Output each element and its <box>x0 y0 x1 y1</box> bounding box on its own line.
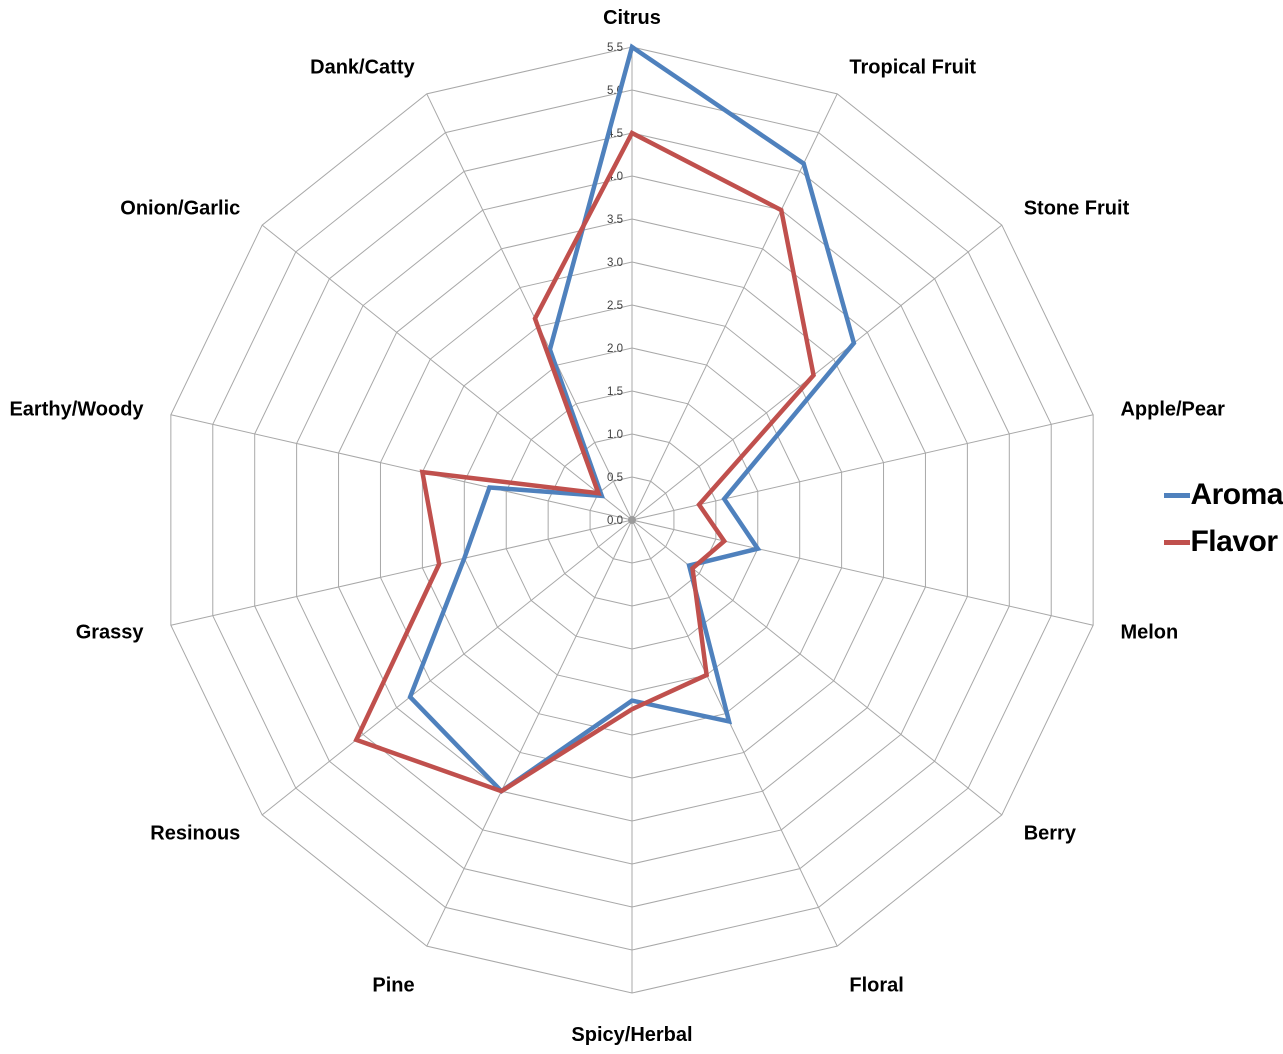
category-label-pine: Pine <box>372 974 414 996</box>
axis-spoke <box>261 519 633 816</box>
axis-spoke <box>261 224 633 521</box>
tick-label-3.0: 3.0 <box>607 257 623 269</box>
category-label-earthy-woody: Earthy/Woody <box>9 399 144 421</box>
category-label-stone-fruit: Stone Fruit <box>1024 198 1130 220</box>
axis-spoke <box>631 519 1094 626</box>
tick-label-2.0: 2.0 <box>607 343 623 355</box>
legend-label-aroma: Aroma <box>1190 478 1283 511</box>
category-label-resinous: Resinous <box>150 822 240 844</box>
axis-spoke <box>631 93 838 521</box>
axis-spoke <box>426 519 633 947</box>
series-flavor-polygon <box>353 129 816 794</box>
tick-label-1.0: 1.0 <box>607 429 623 441</box>
series-aroma-polygon <box>407 43 857 795</box>
category-label-citrus: Citrus <box>603 7 661 29</box>
category-label-apple-pear: Apple/Pear <box>1120 399 1225 421</box>
legend-label-flavor: Flavor <box>1190 525 1278 558</box>
category-label-floral: Floral <box>849 974 903 996</box>
tick-label-2.5: 2.5 <box>607 300 623 312</box>
category-label-onion-garlic: Onion/Garlic <box>120 198 240 220</box>
axis-spoke <box>631 519 838 947</box>
legend-item-flavor: Flavor <box>1164 524 1283 560</box>
tick-label-0.0: 0.0 <box>607 515 623 527</box>
legend-marker-aroma-line <box>1164 492 1191 498</box>
tick-label-3.5: 3.5 <box>607 214 623 226</box>
axis-spoke <box>170 414 633 521</box>
category-label-spicy-herbal: Spicy/Herbal <box>571 1024 692 1046</box>
axis-spoke <box>631 224 1003 521</box>
category-label-grassy: Grassy <box>76 621 145 643</box>
axis-spoke <box>426 93 633 521</box>
category-label-tropical-fruit: Tropical Fruit <box>849 57 976 79</box>
axis-spoke <box>631 414 1094 521</box>
tick-label-0.5: 0.5 <box>607 472 623 484</box>
tick-label-1.5: 1.5 <box>607 386 623 398</box>
axis-spoke <box>170 519 633 626</box>
legend-item-aroma: Aroma <box>1164 477 1283 513</box>
tick-label-5.5: 5.5 <box>607 42 623 54</box>
category-label-melon: Melon <box>1120 621 1178 643</box>
category-label-berry: Berry <box>1024 822 1077 844</box>
category-label-dank-catty: Dank/Catty <box>310 57 415 79</box>
center-dot <box>628 516 636 524</box>
legend-marker-flavor-line <box>1164 539 1191 545</box>
legend: Aroma Flavor <box>1164 477 1283 560</box>
